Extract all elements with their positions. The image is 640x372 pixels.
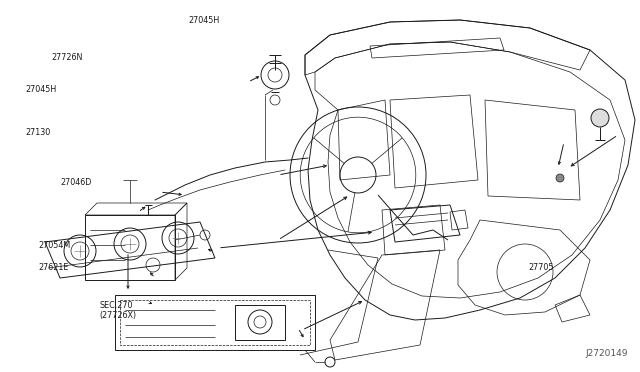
Text: 27054M: 27054M: [38, 241, 70, 250]
Circle shape: [556, 174, 564, 182]
Text: 27046D: 27046D: [61, 178, 92, 187]
Bar: [120, 300, 310, 345]
Circle shape: [591, 109, 609, 127]
Text: 27130: 27130: [26, 128, 51, 137]
Text: J2720149: J2720149: [586, 349, 628, 358]
Text: 27045H: 27045H: [26, 85, 57, 94]
Text: 27621E: 27621E: [38, 263, 68, 272]
Text: 27045H: 27045H: [189, 16, 220, 25]
Text: 27705: 27705: [528, 263, 554, 272]
Text: SEC.270
(27726X): SEC.270 (27726X): [99, 301, 136, 320]
Text: 27726N: 27726N: [51, 53, 83, 62]
